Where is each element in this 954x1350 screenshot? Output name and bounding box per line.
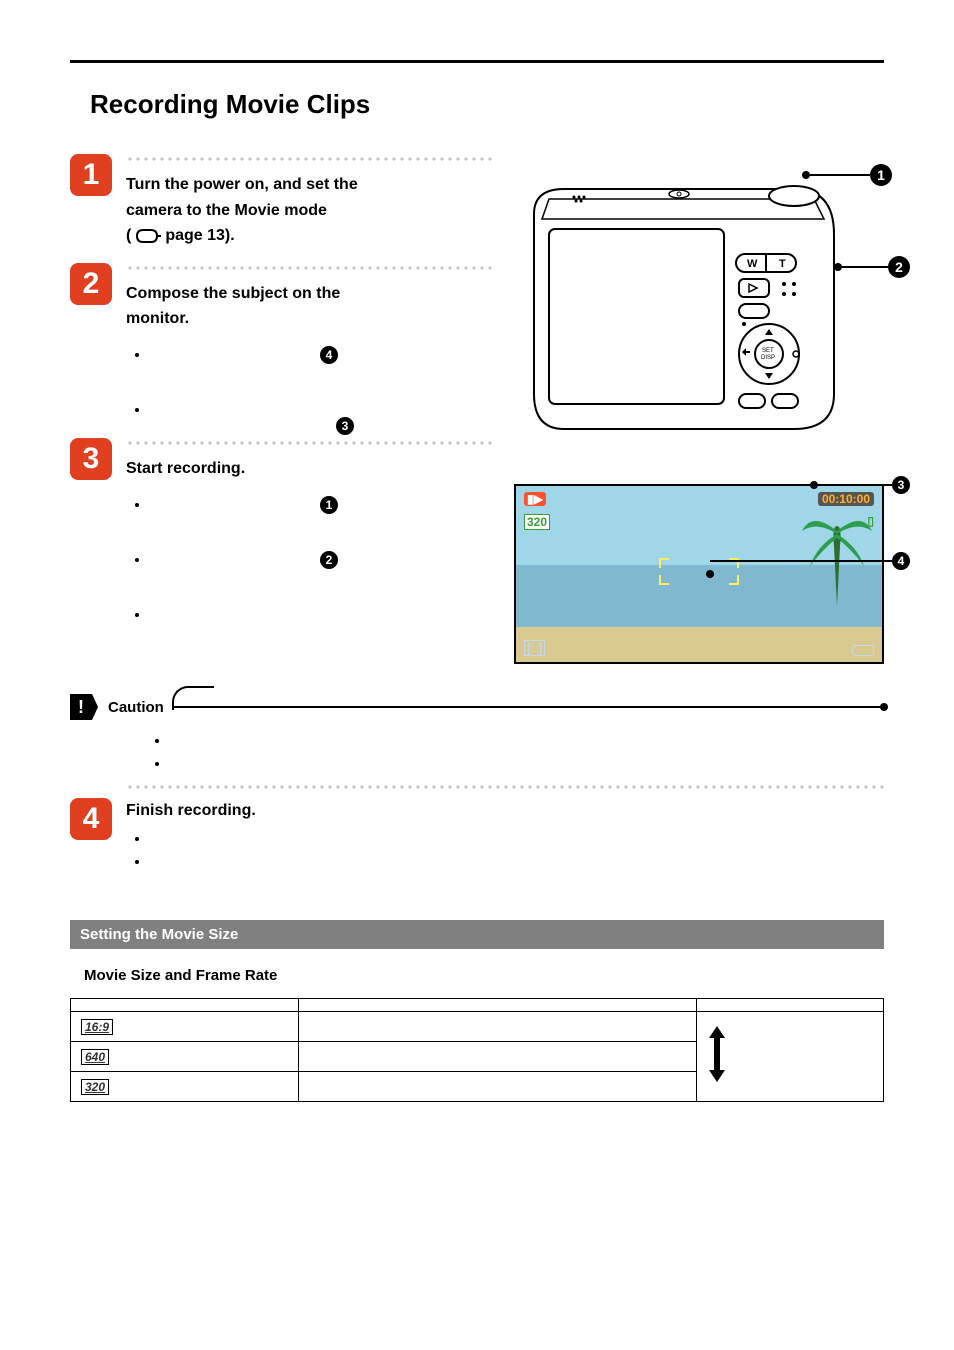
size-320-icon: 320 — [81, 1079, 109, 1095]
record-time: 00:10:00 — [818, 492, 874, 506]
step-4-sublist — [126, 830, 884, 870]
list-item — [170, 732, 884, 749]
table-cell: 16:9 — [71, 1011, 299, 1041]
list-item — [150, 830, 884, 847]
ref-badge-4: 4 — [320, 346, 338, 364]
table-cell — [298, 1011, 696, 1041]
list-item: 2 — [150, 551, 494, 568]
page-ref-icon — [135, 228, 161, 244]
focus-brackets-lower — [659, 575, 739, 625]
battery-icon — [852, 645, 874, 656]
table-header-row — [71, 998, 884, 1011]
step-number-badge: 4 — [70, 798, 112, 840]
camera-svg: W T SET DISP — [514, 154, 854, 454]
caution-icon: ! — [70, 694, 92, 720]
callout-4: 4 — [710, 552, 910, 570]
step-2: 2 Compose the subject on the monitor. 4 … — [70, 263, 494, 418]
step-2-heading: Compose the subject on the monitor. — [126, 281, 494, 332]
caution-list — [70, 732, 884, 772]
step-4-heading: Finish recording. — [126, 798, 884, 824]
dotted-divider — [126, 263, 494, 273]
dotted-divider — [126, 438, 494, 448]
ref-badge-3: 3 — [336, 417, 354, 435]
size-640-icon: 640 — [81, 1049, 109, 1065]
list-item — [150, 606, 494, 623]
table-header — [696, 998, 883, 1011]
caution-label: Caution — [108, 699, 164, 716]
movie-mode-icon: ▮▶ — [524, 492, 546, 506]
step-2-sublist: 4 3 — [126, 346, 494, 418]
step-number-badge: 1 — [70, 154, 112, 196]
movie-size-table: 16:9 640 320 — [70, 998, 884, 1102]
step-number-badge: 3 — [70, 438, 112, 480]
step-4: 4 Finish recording. — [70, 798, 884, 870]
table-header — [71, 998, 299, 1011]
lcd-preview: ▮▶ 320 00:10:00 ▯ [□] — [514, 484, 884, 664]
caution-heading: ! Caution — [70, 694, 884, 720]
main-content-row: 1 Turn the power on, and set the camera … — [70, 154, 884, 664]
step-3: 3 Start recording. 1 2 — [70, 438, 494, 623]
subsection-heading: Movie Size and Frame Rate — [84, 967, 884, 984]
page-title: Recording Movie Clips — [90, 89, 884, 120]
metering-icon: [□] — [524, 640, 545, 656]
table-cell — [298, 1071, 696, 1101]
svg-text:T: T — [779, 258, 786, 270]
list-item — [170, 755, 884, 772]
up-down-arrow-icon — [707, 1024, 727, 1084]
table-header — [298, 998, 696, 1011]
caution-rule — [172, 706, 884, 708]
table-cell: 320 — [71, 1071, 299, 1101]
step-3-heading: Start recording. — [126, 456, 494, 482]
callout-2: 2 — [834, 256, 910, 278]
memory-card-icon: ▯ — [867, 514, 874, 528]
svg-text:DISP: DISP — [761, 355, 775, 361]
ref-badge-2: 2 — [320, 551, 338, 569]
movie-size-indicator: 320 — [524, 514, 550, 530]
svg-text:SET: SET — [762, 348, 774, 354]
callout-1: 1 — [802, 164, 892, 186]
dotted-divider — [126, 154, 494, 164]
step-3-sublist: 1 2 — [126, 496, 494, 623]
step-1-heading: Turn the power on, and set the camera to… — [126, 172, 494, 249]
list-item: 3 — [150, 401, 494, 418]
aspect-16-9-icon: 16:9 — [81, 1019, 113, 1035]
dotted-divider-full — [126, 782, 884, 792]
step-number-badge: 2 — [70, 263, 112, 305]
table-cell-arrow — [696, 1011, 883, 1101]
list-item: 4 — [150, 346, 494, 363]
list-item: 1 — [150, 496, 494, 513]
callout-3: 3 — [810, 476, 910, 494]
table-cell: 640 — [71, 1041, 299, 1071]
camera-illustration: W T SET DISP — [514, 154, 884, 474]
horizontal-rule — [70, 60, 884, 63]
table-cell — [298, 1041, 696, 1071]
ref-badge-1: 1 — [320, 496, 338, 514]
step-1: 1 Turn the power on, and set the camera … — [70, 154, 494, 249]
section-heading-bar: Setting the Movie Size — [70, 920, 884, 949]
table-row: 16:9 — [71, 1011, 884, 1041]
list-item — [150, 853, 884, 870]
svg-text:W: W — [747, 258, 758, 270]
